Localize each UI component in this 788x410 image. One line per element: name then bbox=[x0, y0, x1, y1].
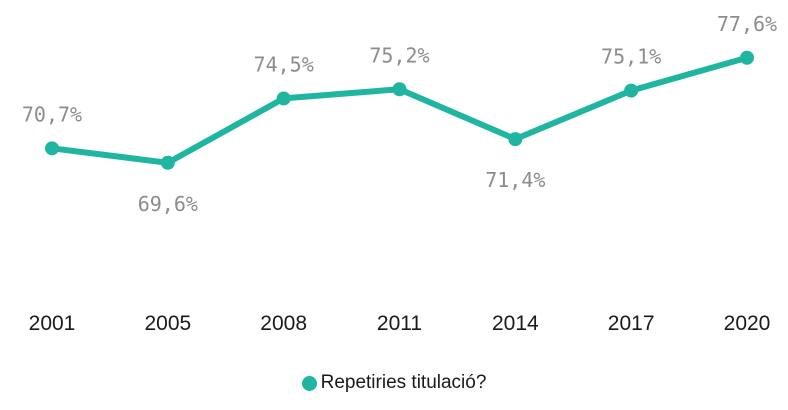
data-label: 75,1% bbox=[601, 45, 661, 69]
data-label: 77,6% bbox=[717, 12, 777, 36]
x-tick-label: 2014 bbox=[492, 312, 539, 335]
data-point bbox=[624, 83, 639, 98]
series-line bbox=[49, 54, 750, 166]
data-point bbox=[160, 155, 175, 170]
data-label: 74,5% bbox=[254, 52, 314, 76]
data-point bbox=[276, 91, 291, 106]
data-point bbox=[45, 141, 59, 156]
x-tick-label: 2001 bbox=[29, 312, 76, 335]
data-point bbox=[508, 132, 523, 147]
data-label: 70,7% bbox=[22, 102, 82, 126]
data-label: 71,4% bbox=[485, 168, 545, 192]
legend: Repetiries titulació? bbox=[0, 372, 788, 394]
x-tick-label: 2020 bbox=[724, 312, 771, 335]
legend-label: Repetiries titulació? bbox=[320, 372, 487, 393]
x-tick-label: 2011 bbox=[377, 312, 422, 335]
data-label-layer: 70,7% 69,6% 74,5% 75,2% 71,4% 75,1% 77,6% bbox=[22, 12, 777, 216]
x-tick-label: 2005 bbox=[144, 312, 191, 335]
data-label: 75,2% bbox=[369, 43, 429, 67]
legend-marker-icon bbox=[301, 375, 317, 391]
x-tick-label: 2017 bbox=[608, 312, 655, 335]
x-tick-label: 2008 bbox=[260, 312, 307, 335]
x-axis-tick-layer: 2001 2005 2008 2011 2014 2017 2020 bbox=[29, 312, 771, 335]
data-point bbox=[392, 82, 407, 97]
series-layer bbox=[45, 50, 754, 170]
data-point bbox=[740, 50, 754, 65]
data-label: 69,6% bbox=[138, 192, 198, 216]
